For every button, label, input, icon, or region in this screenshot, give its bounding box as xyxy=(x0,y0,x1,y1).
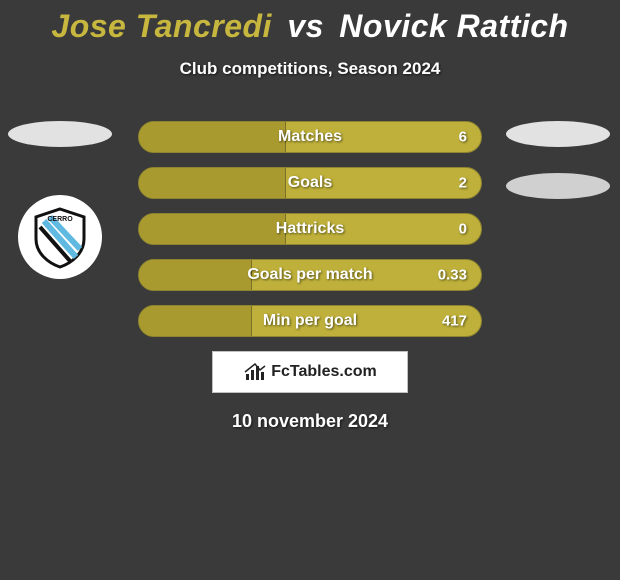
stat-value: 6 xyxy=(459,129,467,146)
player2-slot-ellipse-2 xyxy=(506,173,610,199)
brand-text: FcTables.com xyxy=(271,363,377,381)
stat-value: 0.33 xyxy=(438,267,467,284)
stat-bar: Min per goal 417 xyxy=(138,305,482,337)
player2-name: Novick Rattich xyxy=(339,8,568,44)
stat-bar-fill xyxy=(139,122,286,152)
brand-box[interactable]: FcTables.com xyxy=(212,351,408,393)
date-label: 10 november 2024 xyxy=(0,411,620,432)
stat-label: Min per goal xyxy=(263,312,357,330)
stat-bar-fill xyxy=(139,214,286,244)
stat-bar-fill xyxy=(139,306,252,336)
stat-label: Goals per match xyxy=(247,266,372,284)
player2-slot-ellipse-1 xyxy=(506,121,610,147)
player1-slot-ellipse xyxy=(8,121,112,147)
vs-label: vs xyxy=(287,8,324,44)
stats-bars: Matches 6 Goals 2 Hattricks 0 Goals per match 0… xyxy=(138,121,482,337)
stat-label: Goals xyxy=(288,174,332,192)
stat-bar-fill xyxy=(139,168,286,198)
stat-bar: Goals per match 0.33 xyxy=(138,259,482,291)
stat-bar: Hattricks 0 xyxy=(138,213,482,245)
page-title: Jose Tancredi vs Novick Rattich xyxy=(0,0,620,45)
svg-text:CERRO: CERRO xyxy=(47,216,73,223)
stat-label: Hattricks xyxy=(276,220,344,238)
content-area: CERRO Matches 6 Goals 2 Hattricks 0 Goals per … xyxy=(0,121,620,432)
stat-label: Matches xyxy=(278,128,342,146)
subtitle: Club competitions, Season 2024 xyxy=(0,59,620,79)
stat-bar: Goals 2 xyxy=(138,167,482,199)
stat-bar: Matches 6 xyxy=(138,121,482,153)
player1-name: Jose Tancredi xyxy=(51,8,272,44)
stat-value: 2 xyxy=(459,175,467,192)
stat-bar-fill xyxy=(139,260,252,290)
bar-chart-icon xyxy=(243,360,267,384)
stat-value: 0 xyxy=(459,221,467,238)
stat-value: 417 xyxy=(442,313,467,330)
club-crest-icon: CERRO xyxy=(18,195,102,279)
